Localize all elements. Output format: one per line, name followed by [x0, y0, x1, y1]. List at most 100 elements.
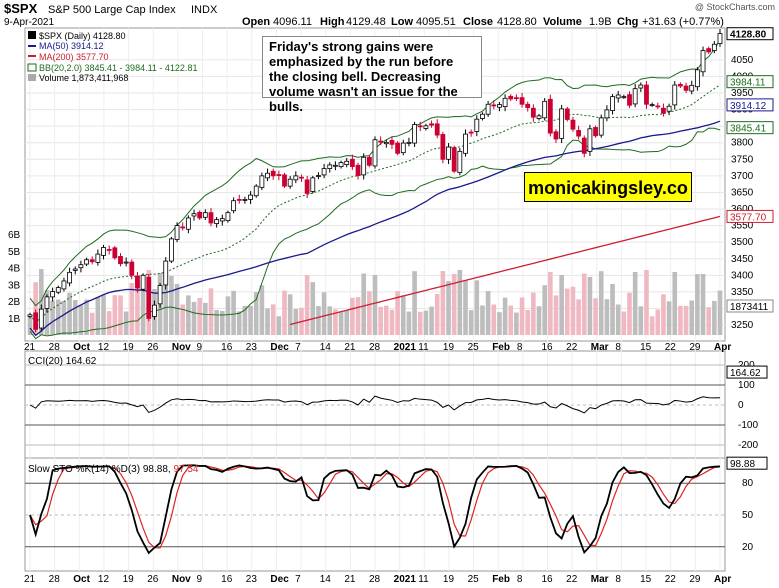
candle-body	[627, 94, 632, 106]
volume-bar	[123, 311, 129, 335]
date-tick: 23	[246, 574, 258, 585]
volume-bar	[451, 274, 457, 335]
date-tick: 14	[320, 342, 332, 353]
volume-bar	[259, 285, 265, 335]
volume-tag-box	[726, 299, 774, 313]
axis-labels: 4050400039503900385038003750370036503600…	[8, 27, 774, 585]
volume-bar	[400, 295, 406, 335]
date-tick: 16	[542, 342, 554, 353]
volume-bar	[695, 274, 700, 335]
stochastic-indicator	[25, 464, 725, 555]
volume-bar	[55, 299, 61, 335]
candle-body	[214, 219, 220, 225]
volume-bar	[717, 290, 723, 335]
date-tick: 22	[566, 574, 578, 585]
sto-d-line	[29, 464, 721, 549]
date-tick: Feb	[492, 574, 510, 585]
volume-bar	[219, 310, 225, 335]
volume-bar	[621, 311, 627, 335]
volume-bar	[135, 280, 140, 335]
cci-tick: 0	[738, 400, 744, 411]
volume-bar	[118, 295, 123, 335]
volume-bar	[169, 276, 174, 335]
cci-tick: -100	[738, 420, 758, 431]
watermark-label: monicakingsley.co	[524, 172, 692, 202]
volume-bar	[276, 316, 282, 335]
volume-bar	[316, 306, 321, 335]
candle-body	[270, 170, 276, 177]
candle-body	[372, 139, 378, 167]
low-value: 4095.51	[416, 16, 456, 28]
candle-body	[570, 119, 576, 130]
volume-tick: 4B	[8, 264, 21, 275]
volume-bar	[106, 311, 112, 335]
volume-bar	[497, 312, 502, 335]
volume-bar	[502, 297, 508, 335]
date-tick: 7	[295, 342, 301, 353]
candle-body	[491, 104, 497, 107]
volume-bar	[163, 269, 169, 335]
date-tick: 22	[665, 342, 677, 353]
volume-bar	[593, 298, 598, 335]
volume-bar	[689, 300, 695, 335]
candle-body	[78, 264, 84, 269]
sto-k-line	[29, 464, 721, 555]
date-tick: Oct	[73, 574, 90, 585]
cci-indicator	[25, 364, 725, 446]
candle-body	[434, 123, 440, 136]
high-label: High	[320, 16, 345, 28]
volume-bar	[446, 281, 451, 335]
date-tick: 28	[369, 342, 381, 353]
volume-bar	[672, 272, 678, 335]
bb-lower	[29, 127, 721, 340]
candle-body	[242, 199, 248, 201]
candle-body	[27, 314, 33, 317]
date-tick: Mar	[591, 574, 609, 585]
price-tag-box	[726, 27, 774, 41]
candle-body	[412, 124, 417, 144]
chg-label: Chg	[617, 16, 638, 28]
candle-body	[542, 100, 548, 119]
volume-bar	[525, 310, 531, 335]
volume-bar	[27, 317, 33, 335]
date-tick: 2021	[394, 342, 417, 353]
candle-body	[502, 97, 508, 107]
volume-bar	[423, 310, 429, 335]
price-tick: 3550	[731, 221, 754, 232]
volume-bar	[468, 310, 474, 335]
candle-body	[55, 287, 61, 293]
volume-bar	[321, 292, 327, 335]
volume-bar	[576, 299, 581, 335]
credit: @ StockCharts.com	[695, 2, 775, 12]
volume-bar	[208, 288, 214, 335]
volume-bar	[604, 299, 610, 335]
candle-body	[559, 108, 565, 139]
date-tick: 14	[320, 574, 332, 585]
volume-bar	[417, 311, 423, 335]
date-tick: 9	[197, 574, 203, 585]
volume-bar	[683, 305, 689, 335]
price-tag: 3914.12	[730, 101, 767, 112]
volume-bar	[564, 288, 570, 335]
date-tick: 29	[689, 574, 701, 585]
date-tick: Dec	[270, 342, 289, 353]
price-tick: 3950	[731, 88, 754, 99]
candle-body	[180, 226, 186, 229]
volume-tick: 5B	[8, 247, 21, 258]
chart-date: 9-Apr-2021	[4, 17, 54, 28]
candle-body	[366, 156, 372, 166]
candle-body	[61, 280, 67, 290]
candle-body	[474, 118, 480, 132]
candle-body	[429, 123, 434, 126]
volume-bar	[615, 304, 621, 335]
chg-value: +31.63 (+0.77%)	[642, 16, 724, 28]
price-tick: 3250	[731, 320, 754, 331]
legend-price: $SPX (Daily) 4128.80	[39, 31, 126, 41]
volume-bar	[231, 290, 236, 335]
date-tick: 21	[344, 574, 356, 585]
candle-body	[174, 225, 180, 240]
high-value: 4129.48	[346, 16, 386, 28]
date-tick: 19	[123, 574, 135, 585]
candle-body	[106, 249, 112, 251]
candle-body	[112, 247, 118, 259]
